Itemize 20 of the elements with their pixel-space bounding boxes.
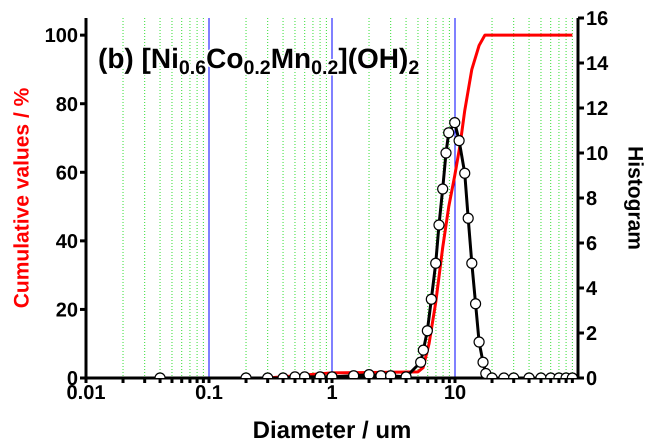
y-tick-label: 100: [44, 25, 78, 48]
y2-tick-label: 0: [586, 368, 598, 390]
y-tick-label: 40: [56, 230, 78, 253]
y2-tick-label: 8: [586, 188, 598, 210]
y-tick-label: 20: [56, 300, 78, 322]
x-tick-label: 10: [444, 382, 466, 404]
y2-axis-title: Histogram: [624, 146, 646, 250]
y-axis-title: Cumulative values / %: [10, 87, 34, 308]
x-axis-title: Diameter / um: [252, 417, 412, 444]
y2-tick-label: 12: [586, 98, 608, 120]
y2-tick-label: 14: [586, 53, 610, 76]
x-tick-label: 1: [326, 382, 338, 404]
y2-tick-label: 2: [586, 323, 598, 346]
y2-tick-label: 4: [586, 278, 598, 300]
x-tick-label: 0.1: [195, 382, 223, 404]
y-tick-label: 80: [56, 94, 78, 116]
y2-tick-label: 10: [586, 143, 608, 166]
y-tick-label: 60: [56, 162, 78, 184]
y2-tick-label: 6: [586, 233, 598, 256]
y2-tick-label: 16: [586, 8, 608, 30]
